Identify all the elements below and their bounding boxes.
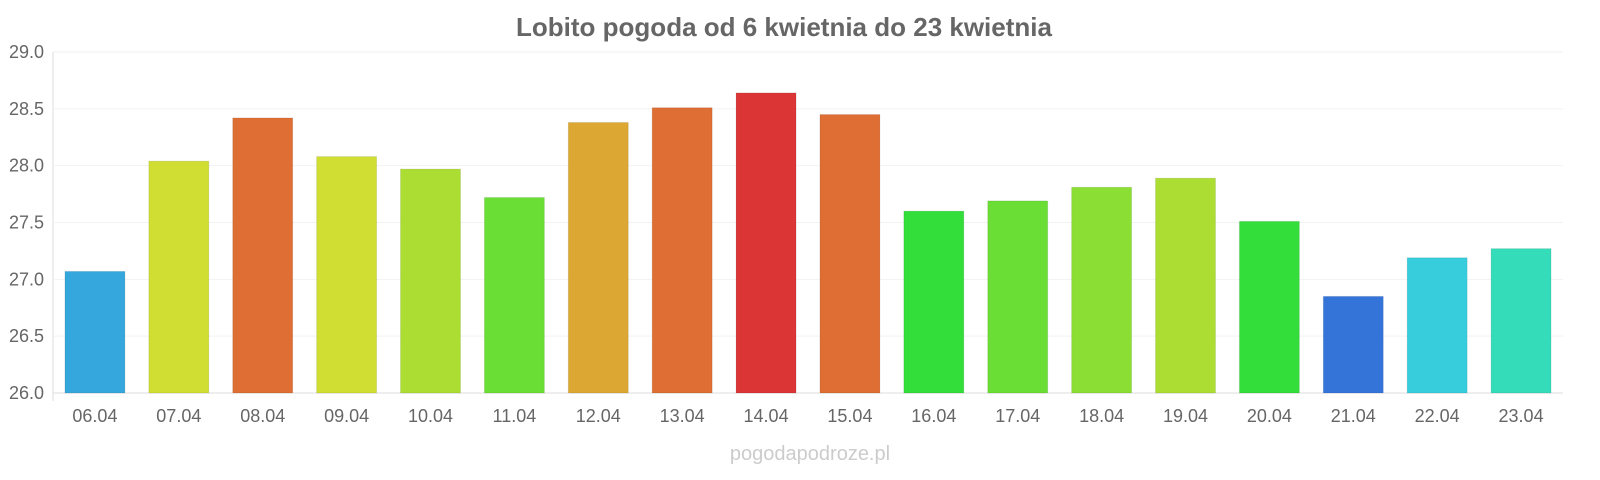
bar — [1406, 257, 1468, 394]
bar — [903, 210, 965, 394]
x-tick-label: 10.04 — [408, 406, 453, 426]
bar — [400, 168, 461, 394]
y-tick-label: 27.5 — [9, 213, 44, 233]
bar — [987, 200, 1049, 394]
bar — [819, 114, 881, 394]
x-tick-label: 11.04 — [493, 406, 537, 426]
x-tick-label: 19.04 — [1163, 406, 1208, 426]
x-tick-label: 17.04 — [995, 406, 1040, 426]
chart-title: Lobito pogoda od 6 kwietnia do 23 kwietn… — [516, 12, 1052, 42]
x-tick-label: 22.04 — [1415, 406, 1460, 426]
y-tick-label: 28.5 — [9, 99, 44, 119]
x-tick-label: 16.04 — [911, 406, 956, 426]
bar — [1490, 248, 1552, 394]
bar — [1071, 186, 1133, 394]
x-tick-label: 08.04 — [240, 406, 285, 426]
x-tick-label: 06.04 — [72, 406, 117, 426]
x-tick-label: 21.04 — [1331, 406, 1376, 426]
bar — [1238, 220, 1300, 394]
y-tick-label: 26.5 — [9, 326, 44, 346]
watermark: pogodapodroze.pl — [730, 443, 890, 465]
bar — [232, 117, 294, 394]
bar — [64, 270, 126, 394]
x-tick-label: 15.04 — [827, 406, 872, 426]
bar — [735, 92, 797, 394]
y-tick-label: 29.0 — [9, 42, 44, 62]
x-tick-label: 23.04 — [1499, 406, 1544, 426]
y-tick-label: 27.0 — [9, 269, 44, 289]
bar — [567, 121, 629, 394]
bar — [1322, 295, 1384, 394]
y-tick-label: 28.0 — [9, 156, 44, 176]
y-tick-label: 26.0 — [9, 383, 44, 403]
x-tick-label: 07.04 — [156, 406, 201, 426]
x-tick-label: 13.04 — [660, 406, 705, 426]
x-tick-label: 20.04 — [1247, 406, 1292, 426]
bar — [651, 107, 713, 394]
bar — [148, 160, 210, 394]
x-tick-label: 14.04 — [744, 406, 789, 426]
x-tick-label: 12.04 — [576, 406, 621, 426]
bar — [483, 196, 545, 394]
bar — [1155, 177, 1216, 394]
x-tick-label: 09.04 — [324, 406, 369, 426]
x-tick-label: 18.04 — [1079, 406, 1124, 426]
bar — [316, 156, 378, 394]
